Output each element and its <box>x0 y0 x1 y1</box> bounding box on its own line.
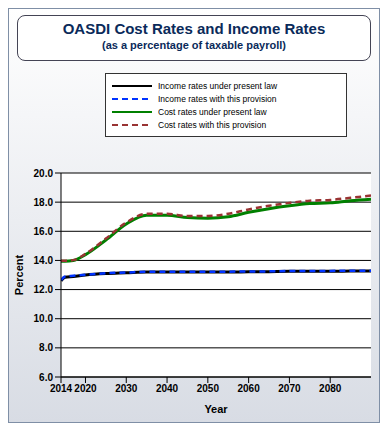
svg-text:8.0: 8.0 <box>39 342 53 353</box>
svg-text:2030: 2030 <box>115 383 138 394</box>
svg-text:2080: 2080 <box>319 383 342 394</box>
svg-text:20.0: 20.0 <box>34 168 54 179</box>
svg-text:2020: 2020 <box>74 383 97 394</box>
html-text:Cost rates with this provision: Cost rates with this provision <box>158 119 267 130</box>
svg-text:2070: 2070 <box>278 383 301 394</box>
svg-text:2050: 2050 <box>197 383 220 394</box>
svg-text:6.0: 6.0 <box>39 372 53 383</box>
html-text:Income rates under present law: Income rates under present law <box>158 80 278 91</box>
svg-text:14.0: 14.0 <box>34 255 54 266</box>
svg-text:18.0: 18.0 <box>34 197 54 208</box>
html-text:OASDI Cost Rates and Income Ra: OASDI Cost Rates and Income Rates <box>62 20 326 37</box>
svg-text:2060: 2060 <box>238 383 261 394</box>
html-text:Income rates with this provisi: Income rates with this provision <box>158 93 277 104</box>
svg-text:12.0: 12.0 <box>34 284 54 295</box>
svg-text:10.0: 10.0 <box>34 313 54 324</box>
html-text:Cost rates under present law: Cost rates under present law <box>158 106 267 117</box>
svg-text:Year: Year <box>204 403 228 415</box>
svg-text:2040: 2040 <box>156 383 179 394</box>
html-text:(as a percentage of taxable pa: (as a percentage of taxable payroll) <box>102 39 286 51</box>
svg-text:16.0: 16.0 <box>34 226 54 237</box>
svg-text:Percent: Percent <box>13 254 25 295</box>
svg-text:2014: 2014 <box>50 383 73 394</box>
